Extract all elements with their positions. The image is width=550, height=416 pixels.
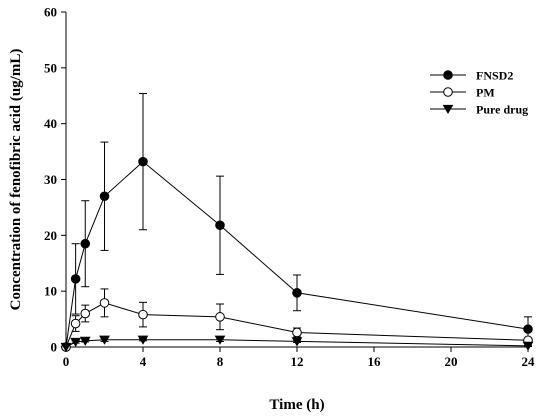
- series-line: [65, 160, 529, 348]
- data-point: [523, 324, 533, 334]
- data-point: [60, 342, 72, 353]
- data-point: [292, 327, 302, 338]
- legend-label: FNSD2: [476, 69, 513, 83]
- data-point: [70, 318, 81, 329]
- y-tick-label: 0: [51, 340, 58, 355]
- series-pure-drug: [60, 335, 534, 353]
- y-axis-title: Concentration of fenofibric acid (ug/mL): [8, 49, 24, 311]
- data-point: [292, 288, 302, 298]
- series-fnsd2: [61, 93, 533, 352]
- data-point: [215, 220, 225, 231]
- legend-marker: [443, 70, 453, 80]
- data-point: [99, 335, 110, 345]
- legend: FNSD2 PM Pure drug: [430, 69, 528, 117]
- legend-marker: [443, 87, 453, 97]
- x-axis-title: Time (h): [269, 397, 324, 413]
- data-point: [99, 191, 110, 202]
- y-tick-label: 40: [44, 116, 57, 131]
- x-tick-label: 4: [140, 354, 147, 369]
- data-point: [214, 335, 226, 345]
- data-point: [215, 312, 225, 322]
- data-point: [522, 341, 534, 351]
- data-point: [70, 337, 81, 348]
- y-tick-label: 20: [44, 228, 57, 243]
- x-tick-label: 16: [368, 354, 382, 369]
- legend-label: Pure drug: [476, 103, 528, 117]
- legend-entry: PM: [430, 86, 495, 100]
- x-tick-label: 20: [445, 354, 458, 369]
- data-point: [138, 156, 148, 167]
- x-tick-label: 8: [217, 354, 224, 369]
- x-tick-label: 24: [522, 354, 536, 369]
- y-tick-label: 30: [44, 172, 57, 187]
- data-point: [79, 336, 91, 346]
- data-point: [80, 308, 91, 319]
- data-point: [137, 335, 149, 345]
- series-layer: [60, 93, 534, 353]
- x-tick-label: 12: [291, 354, 304, 369]
- y-tick-label: 10: [44, 284, 57, 299]
- x-tick-label: 0: [63, 354, 70, 369]
- data-point: [291, 337, 303, 347]
- axes: 0 4 8 12 16 20 24 0 10 20 30 40 50 60: [44, 5, 535, 370]
- data-point: [138, 309, 148, 320]
- y-tick-label: 50: [44, 60, 57, 75]
- y-tick-label: 60: [44, 5, 57, 20]
- data-point: [99, 298, 110, 308]
- data-point: [70, 274, 81, 284]
- legend-marker: [442, 104, 454, 115]
- legend-label: PM: [476, 86, 495, 100]
- legend-entry: FNSD2: [430, 69, 513, 83]
- legend-entry: Pure drug: [430, 103, 528, 117]
- data-point: [80, 238, 91, 249]
